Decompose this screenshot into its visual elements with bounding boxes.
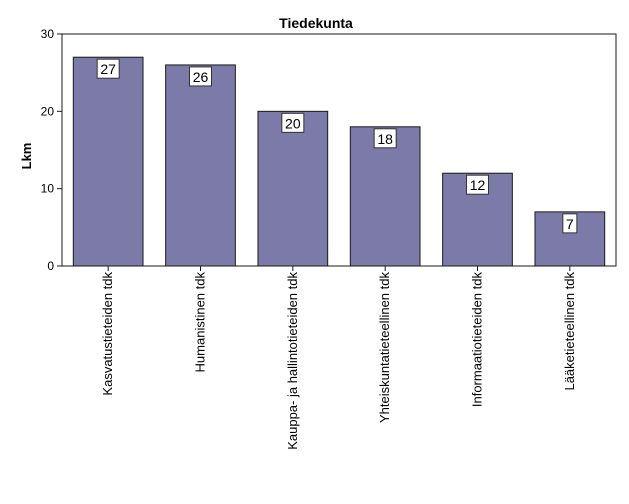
data-label-box <box>466 174 489 195</box>
y-tick-label: 20 <box>41 104 55 118</box>
data-label: 18 <box>377 131 393 147</box>
data-label: 7 <box>566 216 574 232</box>
data-labels-group: 27 26 20 18 12 7 <box>96 58 578 234</box>
chart-title: Tiedekunta <box>279 15 353 31</box>
data-label-box <box>562 213 578 234</box>
bars-group <box>72 56 606 267</box>
y-axis-label: Lkm <box>19 143 34 170</box>
bar <box>257 110 329 267</box>
y-tick-label: 10 <box>41 182 55 196</box>
data-label-box <box>281 112 305 133</box>
x-category-label: Kauppa- ja hallintotieteiden tdk <box>285 272 300 450</box>
data-label-box <box>189 66 212 87</box>
data-label: 27 <box>100 61 116 77</box>
x-category-label: Lääketieteellinen tdk <box>562 272 577 391</box>
y-axis: 0 10 20 30 <box>41 27 62 273</box>
data-label-box <box>96 58 120 79</box>
bar <box>349 126 421 267</box>
y-tick-label: 30 <box>41 27 55 41</box>
data-label: 12 <box>470 177 486 193</box>
x-axis: Kasvatustieteiden tdk Humanistinen tdk Kau… <box>100 266 577 450</box>
data-label: 26 <box>193 69 209 85</box>
bar <box>72 56 144 267</box>
bar <box>165 64 236 267</box>
x-category-label: Humanistinen tdk <box>193 272 208 373</box>
data-label: 20 <box>285 115 301 131</box>
data-label-box <box>373 128 397 149</box>
plot-area-frame <box>61 33 617 267</box>
x-category-label: Informaatiotieteiden tdk <box>470 272 485 408</box>
x-category-label: Kasvatustieteiden tdk <box>100 272 115 396</box>
x-category-label: Yhteiskuntatieteellinen tdk <box>377 272 392 424</box>
y-tick-label: 0 <box>47 259 54 273</box>
